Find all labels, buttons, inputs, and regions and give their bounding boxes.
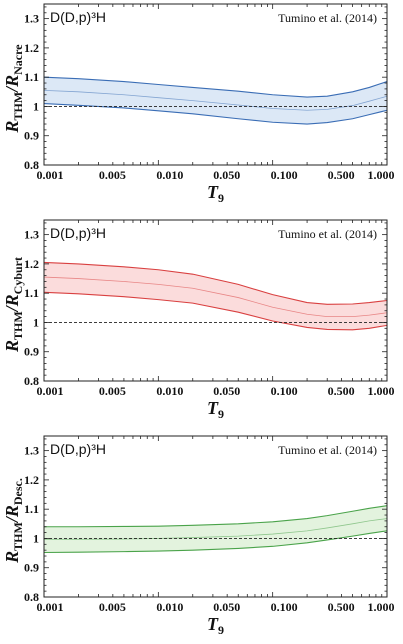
citation-annotation: Tumino et al. (2014) (278, 227, 377, 241)
x-tick-label: 1.000 (368, 168, 395, 182)
y-tick-label: 1.3 (24, 12, 39, 26)
y-tick-label: 0.8 (24, 158, 39, 172)
y-tick-label: 0.9 (24, 561, 39, 575)
x-tick-label: 0.500 (328, 168, 355, 182)
x-tick-label: 0.050 (213, 600, 240, 614)
lower-bound-line (43, 291, 388, 331)
central-value-line (44, 518, 388, 540)
plot-frame (43, 3, 388, 166)
x-axis-title: T9 (207, 614, 224, 637)
chart-panel-1: 0.001 0.005 0.010 0.050 0.100 0.500 1.000 0.8 0.… (2, 3, 395, 205)
chart-panel-3: 0.001 0.005 0.010 0.050 0.100 0.500 1.000 0.8 0.… (2, 435, 395, 637)
y-axis-title: RTHM/RDesc. (2, 478, 25, 564)
lower-bound-line (43, 102, 388, 125)
y-tick-label: 0.9 (24, 345, 39, 359)
y-axis-title: RTHM/RCyburt (2, 257, 25, 353)
x-tick-label: 0.010 (156, 168, 183, 182)
y-tick-label: 1 (33, 99, 39, 113)
x-tick-label: 0.050 (213, 384, 240, 398)
plot-frame (43, 435, 388, 598)
x-tick-label: 1.000 (368, 384, 395, 398)
y-tick-label: 1.3 (24, 444, 39, 458)
x-tick-label: 0.005 (99, 600, 126, 614)
x-axis-title: T9 (207, 182, 224, 205)
y-tick-label: 1 (33, 531, 39, 545)
citation-annotation: Tumino et al. (2014) (278, 11, 377, 25)
x-tick-label: 0.100 (271, 168, 298, 182)
y-tick-label: 1.1 (24, 502, 39, 516)
y-tick-label: 1.1 (24, 286, 39, 300)
y-tick-label: 0.8 (24, 590, 39, 604)
y-tick-label: 1 (33, 315, 39, 329)
central-value-line (43, 276, 388, 318)
x-axis-title: T9 (207, 398, 224, 421)
x-tick-label: 1.000 (368, 600, 395, 614)
y-tick-label: 1.3 (24, 228, 39, 242)
panel-title: D(D,p)³H (50, 225, 106, 241)
x-tick-label: 0.010 (156, 384, 183, 398)
x-tick-label: 0.001 (37, 384, 64, 398)
y-tick-label: 1.1 (24, 70, 39, 84)
x-tick-label: 0.005 (99, 384, 126, 398)
x-tick-label: 0.100 (271, 384, 298, 398)
plot-frame (43, 219, 388, 382)
citation-annotation: Tumino et al. (2014) (278, 443, 377, 457)
panel-title: D(D,p)³H (50, 441, 106, 457)
y-tick-label: 0.8 (24, 374, 39, 388)
x-tick-label: 0.100 (271, 600, 298, 614)
upper-bound-line (43, 261, 388, 305)
y-tick-label: 1.2 (24, 257, 39, 271)
y-tick-label: 1.2 (24, 473, 39, 487)
x-tick-label: 0.010 (156, 600, 183, 614)
y-axis-title: RTHM/RNacre (2, 44, 25, 134)
x-tick-label: 0.500 (328, 600, 355, 614)
y-tick-label: 1.2 (24, 41, 39, 55)
uncertainty-band (44, 262, 387, 330)
upper-bound-line (43, 76, 388, 98)
upper-bound-line (44, 505, 388, 528)
x-tick-label: 0.001 (37, 600, 64, 614)
x-tick-label: 0.050 (213, 168, 240, 182)
lower-bound-line (43, 530, 388, 554)
x-tick-label: 0.500 (328, 384, 355, 398)
chart-panel-2: 0.001 0.005 0.010 0.050 0.100 0.500 1.000 0.8 0.… (2, 219, 395, 421)
uncertainty-band (44, 505, 387, 553)
y-tick-label: 0.9 (24, 129, 39, 143)
uncertainty-band (44, 77, 387, 125)
x-tick-label: 0.001 (37, 168, 64, 182)
panel-title: D(D,p)³H (50, 9, 106, 25)
x-tick-label: 0.005 (99, 168, 126, 182)
